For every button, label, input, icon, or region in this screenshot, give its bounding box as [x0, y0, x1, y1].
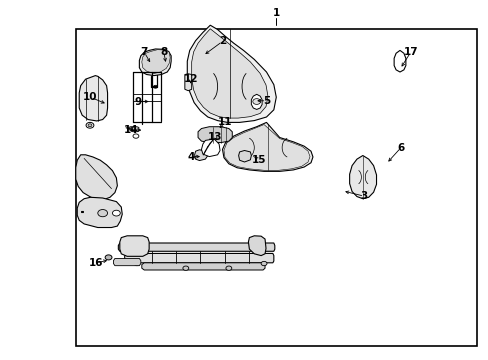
- Polygon shape: [187, 25, 276, 122]
- Circle shape: [183, 266, 188, 270]
- Circle shape: [133, 134, 139, 138]
- Text: 16: 16: [88, 258, 103, 268]
- Text: 6: 6: [397, 143, 404, 153]
- Polygon shape: [113, 258, 141, 266]
- Circle shape: [88, 124, 92, 127]
- Text: 11: 11: [217, 117, 232, 127]
- Text: 1: 1: [272, 8, 279, 18]
- Polygon shape: [118, 243, 274, 251]
- Text: 9: 9: [134, 96, 141, 107]
- Polygon shape: [198, 127, 232, 143]
- Polygon shape: [184, 74, 191, 91]
- Polygon shape: [191, 29, 267, 118]
- Circle shape: [112, 210, 120, 216]
- Polygon shape: [139, 49, 171, 76]
- Polygon shape: [238, 150, 251, 162]
- Polygon shape: [393, 50, 405, 72]
- Circle shape: [225, 266, 231, 270]
- Polygon shape: [124, 253, 273, 263]
- Text: 17: 17: [403, 47, 417, 57]
- Circle shape: [261, 261, 266, 266]
- Circle shape: [105, 255, 112, 260]
- Text: 13: 13: [207, 132, 222, 142]
- Circle shape: [128, 127, 133, 130]
- Text: 3: 3: [360, 191, 367, 201]
- Polygon shape: [79, 76, 107, 121]
- Circle shape: [86, 122, 94, 128]
- Polygon shape: [251, 94, 262, 109]
- Polygon shape: [142, 263, 264, 270]
- Polygon shape: [224, 125, 309, 170]
- Text: 15: 15: [251, 155, 266, 165]
- Bar: [76, 29, 476, 346]
- Polygon shape: [222, 122, 312, 171]
- Polygon shape: [194, 150, 208, 161]
- Polygon shape: [76, 155, 117, 199]
- Text: 4: 4: [186, 152, 194, 162]
- Text: 7: 7: [140, 47, 148, 57]
- Text: 8: 8: [160, 47, 167, 57]
- Circle shape: [252, 99, 260, 104]
- Text: 5: 5: [263, 96, 269, 106]
- Circle shape: [153, 85, 157, 88]
- Polygon shape: [77, 197, 122, 228]
- Polygon shape: [131, 127, 139, 132]
- Polygon shape: [201, 139, 220, 157]
- Text: 10: 10: [83, 92, 98, 102]
- Polygon shape: [349, 156, 376, 199]
- Circle shape: [134, 261, 140, 266]
- Circle shape: [98, 210, 107, 217]
- Polygon shape: [248, 236, 265, 256]
- Text: 2: 2: [219, 36, 225, 46]
- Polygon shape: [120, 236, 149, 256]
- Polygon shape: [142, 50, 170, 73]
- Text: 12: 12: [183, 74, 198, 84]
- Text: 14: 14: [123, 125, 138, 135]
